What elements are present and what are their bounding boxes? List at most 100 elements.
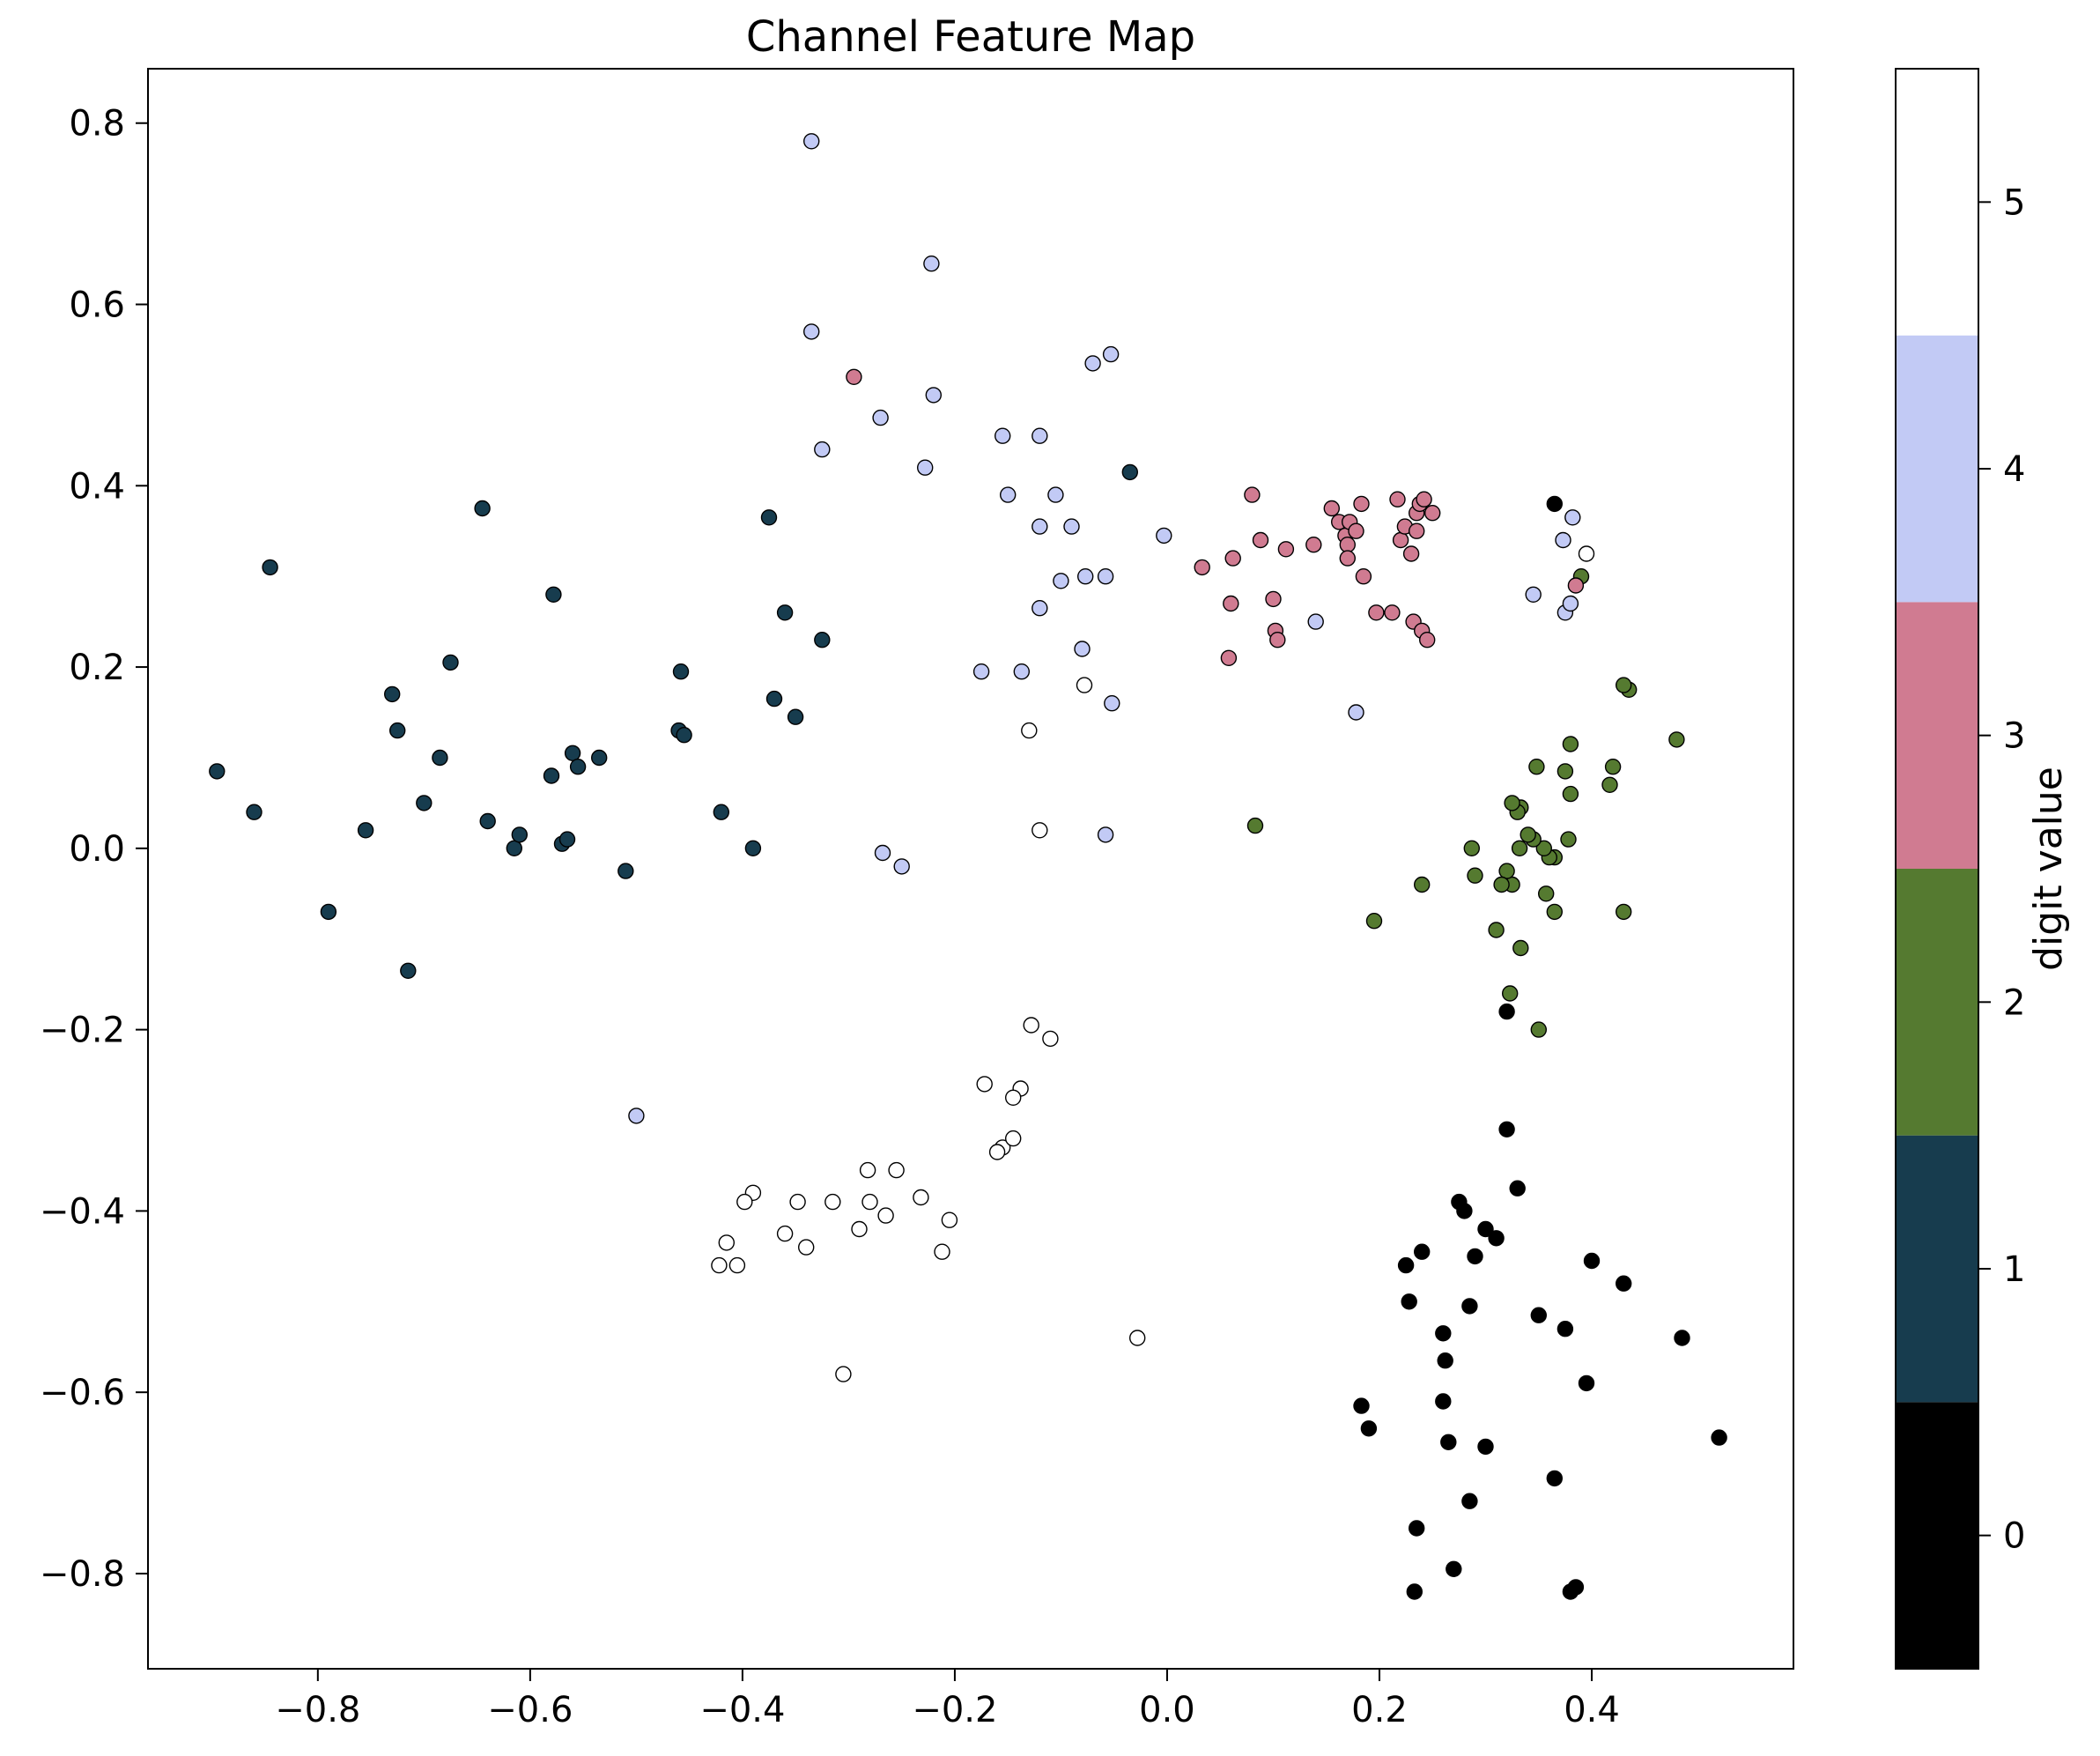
data-point bbox=[432, 749, 448, 767]
data-point bbox=[1564, 509, 1581, 526]
data-point bbox=[711, 1256, 728, 1274]
data-point bbox=[789, 1193, 806, 1211]
data-point bbox=[1557, 763, 1574, 780]
data-point bbox=[1032, 600, 1048, 617]
x-tick-label: −0.4 bbox=[699, 1690, 785, 1730]
data-point bbox=[994, 427, 1011, 444]
data-point bbox=[1053, 573, 1069, 589]
x-tick-label: −0.8 bbox=[275, 1690, 360, 1730]
data-point bbox=[999, 486, 1017, 503]
data-point bbox=[1488, 922, 1505, 938]
data-point bbox=[824, 1193, 841, 1211]
data-point bbox=[1463, 840, 1481, 856]
data-point bbox=[564, 745, 581, 761]
data-point bbox=[1467, 1248, 1483, 1265]
data-point bbox=[569, 759, 587, 775]
data-point bbox=[1269, 632, 1286, 648]
data-point bbox=[262, 559, 278, 576]
data-point bbox=[1402, 545, 1420, 562]
data-point bbox=[798, 1239, 815, 1256]
data-point bbox=[1557, 1320, 1574, 1337]
data-point bbox=[976, 1076, 993, 1093]
data-point bbox=[923, 256, 940, 272]
data-point bbox=[851, 1220, 868, 1238]
data-point bbox=[1530, 1307, 1548, 1323]
data-point bbox=[1355, 568, 1372, 585]
data-point bbox=[1488, 1230, 1505, 1247]
data-point bbox=[1528, 759, 1545, 775]
data-point bbox=[1512, 939, 1529, 957]
x-tick-label: −0.2 bbox=[912, 1690, 997, 1730]
data-point bbox=[1307, 613, 1324, 630]
data-point bbox=[877, 1207, 894, 1224]
data-point bbox=[628, 1108, 645, 1124]
data-point bbox=[1353, 1397, 1370, 1414]
data-point bbox=[1348, 704, 1364, 721]
data-point bbox=[1560, 831, 1577, 848]
data-point bbox=[1416, 491, 1432, 508]
data-point bbox=[1224, 550, 1241, 567]
data-point bbox=[760, 509, 778, 526]
data-point bbox=[1084, 355, 1101, 372]
data-point bbox=[1418, 632, 1436, 648]
data-point bbox=[861, 1193, 878, 1211]
data-point bbox=[1348, 522, 1364, 539]
data-point bbox=[1511, 840, 1528, 856]
data-point bbox=[1063, 518, 1080, 535]
colorbar-segment bbox=[1896, 602, 1978, 869]
data-point bbox=[1562, 595, 1579, 612]
data-point bbox=[1562, 785, 1579, 803]
data-point bbox=[1074, 641, 1091, 657]
data-point bbox=[1360, 1420, 1378, 1437]
data-point bbox=[934, 1243, 950, 1260]
data-point bbox=[1477, 1438, 1494, 1456]
data-point bbox=[1097, 826, 1114, 843]
colorbar-label: digit value bbox=[2026, 767, 2071, 971]
data-point bbox=[1392, 531, 1409, 549]
data-point bbox=[1546, 495, 1564, 513]
data-point bbox=[941, 1211, 958, 1228]
data-point bbox=[558, 831, 576, 848]
data-point bbox=[1104, 695, 1120, 712]
data-point bbox=[1674, 1330, 1690, 1346]
data-point bbox=[506, 840, 522, 856]
x-tick-label: 0.2 bbox=[1351, 1690, 1408, 1730]
data-point bbox=[543, 767, 560, 784]
colorbar: 0 1 2 3 4 5 bbox=[1895, 68, 2025, 1670]
plot-frame bbox=[147, 68, 1794, 1670]
colorbar-tick-label: 0 bbox=[2003, 1516, 2025, 1557]
data-point bbox=[1504, 795, 1520, 811]
data-point bbox=[893, 858, 910, 875]
data-point bbox=[389, 722, 406, 739]
data-point bbox=[511, 826, 528, 843]
data-point bbox=[1121, 463, 1139, 481]
data-point bbox=[1023, 1017, 1039, 1034]
data-point bbox=[1406, 1583, 1423, 1600]
data-point bbox=[1520, 826, 1536, 843]
data-point bbox=[803, 323, 820, 340]
y-tick-label: 0.6 bbox=[69, 285, 125, 326]
data-point bbox=[1435, 1393, 1452, 1410]
chart-title: Channel Feature Map bbox=[746, 12, 1195, 62]
colorbar-tick-label: 1 bbox=[2003, 1249, 2025, 1290]
data-point bbox=[1461, 1298, 1478, 1315]
data-point bbox=[479, 812, 496, 830]
colorbar-segment bbox=[1896, 335, 1978, 603]
data-point bbox=[776, 1225, 794, 1242]
data-point bbox=[1537, 885, 1555, 902]
data-point bbox=[1047, 486, 1064, 503]
data-point bbox=[728, 1256, 746, 1274]
data-point bbox=[1013, 663, 1031, 680]
data-point bbox=[1076, 568, 1094, 585]
data-point bbox=[835, 1366, 852, 1382]
data-point bbox=[384, 685, 401, 703]
data-point bbox=[1004, 1089, 1022, 1107]
colorbar-segment bbox=[1896, 869, 1978, 1136]
data-point bbox=[1562, 736, 1579, 752]
data-point bbox=[591, 749, 608, 767]
colorbar-tick-label: 2 bbox=[2003, 982, 2025, 1023]
data-point bbox=[1578, 1374, 1595, 1392]
data-point bbox=[1252, 531, 1269, 549]
data-point bbox=[972, 663, 990, 680]
